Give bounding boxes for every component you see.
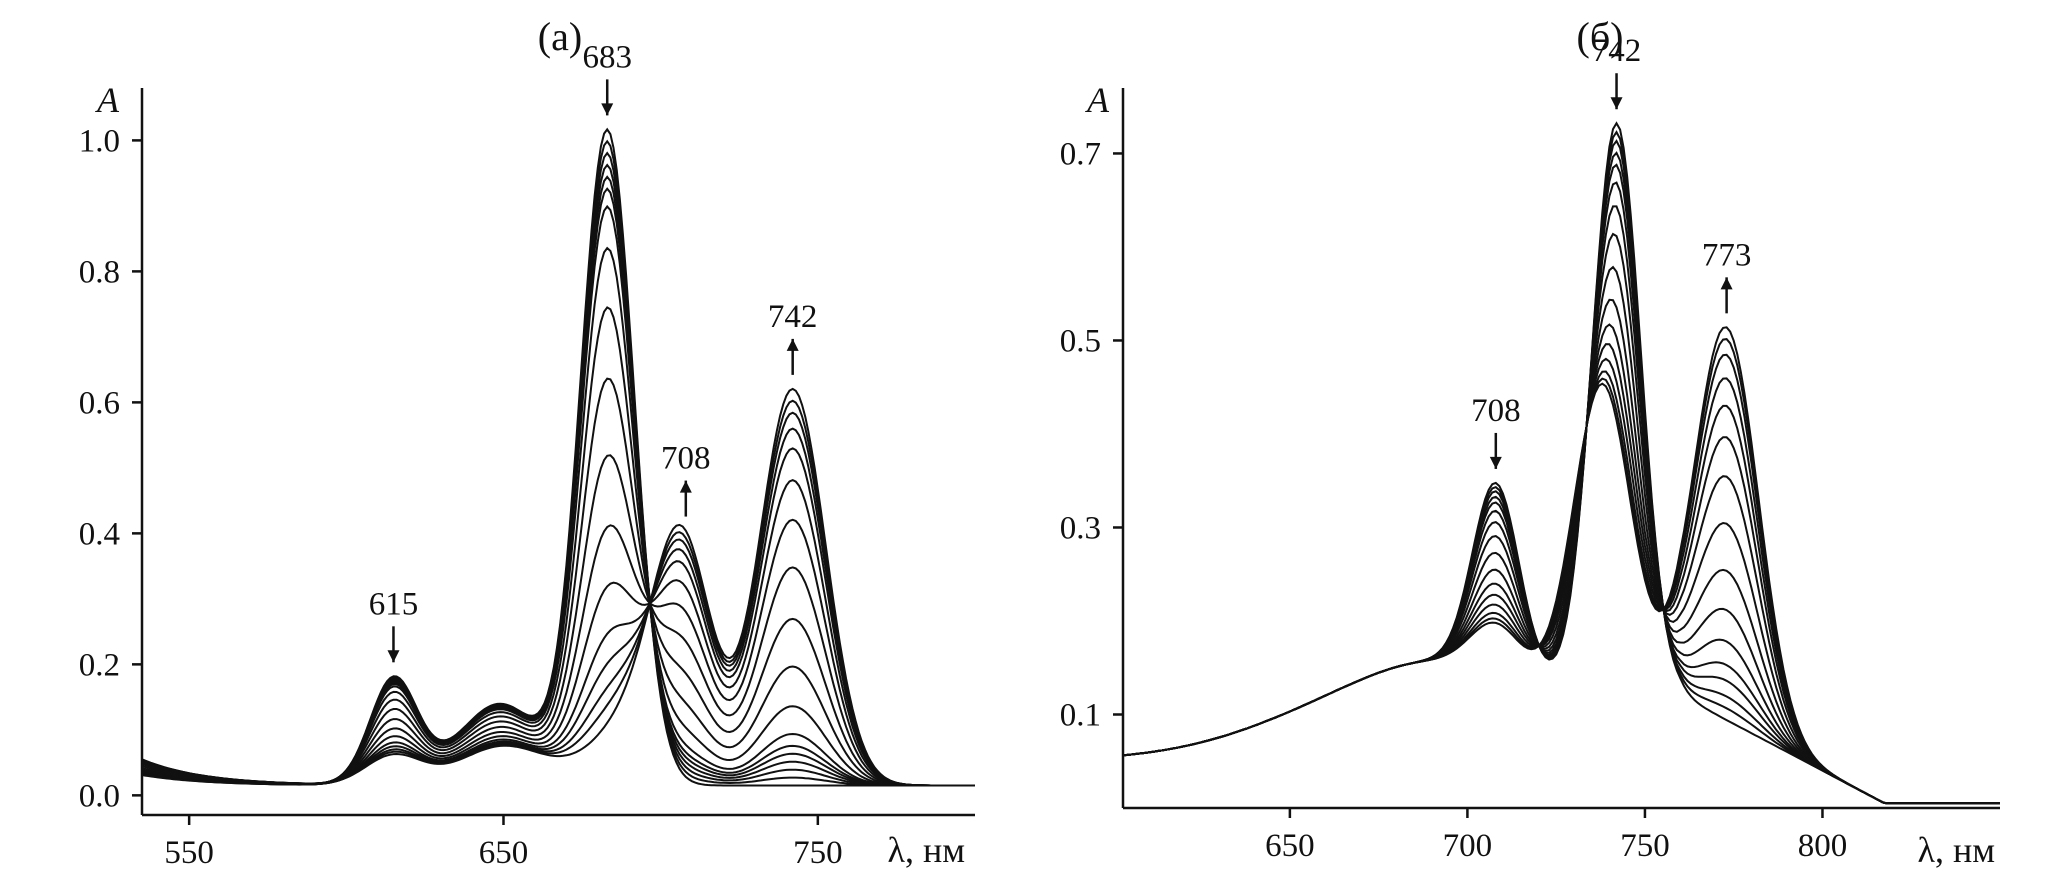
y-tick-label: 0.5 — [1060, 323, 1101, 359]
arrow-head — [387, 650, 400, 663]
spectrum-line — [1122, 151, 2000, 805]
y-tick-label: 0.0 — [79, 778, 120, 814]
panel-b-x-label: λ, нм — [1917, 830, 1995, 870]
annotation-label: 773 — [1702, 237, 1752, 273]
spectrum-line — [1122, 130, 2000, 805]
spectrum-line — [1122, 326, 2000, 805]
annotation-label: 615 — [369, 586, 419, 622]
y-tick-label: 0.3 — [1060, 510, 1101, 546]
y-tick-label: 1.0 — [79, 123, 120, 159]
spectrum-line — [1122, 298, 2000, 805]
panel-a-x-label: λ, нм — [887, 830, 965, 870]
y-tick-label: 0.1 — [1060, 697, 1101, 733]
x-tick-label: 750 — [793, 835, 843, 871]
panel-b-ticks: 650 700 750 800 0.1 0.3 0.5 0.7 — [1060, 136, 1847, 864]
spectrum-line — [141, 163, 975, 787]
annotation-label: 708 — [661, 441, 711, 477]
x-tick-label: 550 — [164, 835, 214, 871]
arrow-head — [601, 103, 614, 116]
spectrum-line — [141, 427, 975, 787]
x-tick-label: 800 — [1798, 828, 1848, 864]
x-tick-label: 750 — [1620, 828, 1670, 864]
spectrum-line — [1122, 163, 2000, 805]
arrow-head — [1489, 456, 1502, 469]
x-tick-label: 700 — [1443, 828, 1493, 864]
panel-a-curves — [141, 127, 975, 787]
spectrum-line — [1122, 121, 2000, 805]
panel-b-annotations: 742 773 708 — [1471, 33, 1751, 469]
arrow-head — [786, 338, 799, 351]
spectrum-line — [141, 454, 975, 787]
x-tick-label: 650 — [1265, 828, 1315, 864]
spectrum-line — [1122, 181, 2000, 805]
annotation-label: 708 — [1471, 393, 1521, 429]
spectrum-line — [1122, 323, 2000, 805]
panel-b-curves — [1122, 121, 2000, 805]
annotation-label: 683 — [582, 39, 632, 75]
panel-a-title: (a) — [538, 14, 582, 59]
arrow-head — [1720, 277, 1733, 290]
panel-a-annotations: 683 742 708 615 — [369, 39, 818, 663]
spectrum-line — [141, 387, 975, 787]
y-tick-label: 0.7 — [1060, 136, 1101, 172]
annotation-label: 742 — [768, 299, 818, 335]
x-tick-label: 650 — [479, 835, 529, 871]
arrow-head — [1610, 97, 1623, 110]
y-tick-label: 0.8 — [79, 254, 120, 290]
spectrum-line — [1122, 139, 2000, 805]
panel-b-title: (б) — [1577, 14, 1624, 59]
spectrum-line — [1122, 232, 2000, 805]
panel-b: (б) A λ, нм 650 700 750 800 0.1 0.3 0.5 0.7 742… — [1060, 14, 2000, 870]
y-tick-label: 0.4 — [79, 516, 120, 552]
spectrum-line — [1122, 265, 2000, 805]
panel-a-ticks: 550 650 750 0.0 0.2 0.4 0.6 0.8 1.0 — [79, 123, 843, 871]
panel-a-y-label: A — [95, 80, 120, 120]
spectrum-line — [1122, 205, 2000, 805]
arrow-head — [679, 480, 692, 493]
y-tick-label: 0.6 — [79, 385, 120, 421]
y-tick-label: 0.2 — [79, 647, 120, 683]
panel-a: (a) A λ, нм 550 650 7500.00.20.40.60.81.0 … — [79, 14, 975, 871]
annotation-label: 742 — [1592, 33, 1642, 69]
panel-b-y-label: A — [1085, 80, 1110, 120]
